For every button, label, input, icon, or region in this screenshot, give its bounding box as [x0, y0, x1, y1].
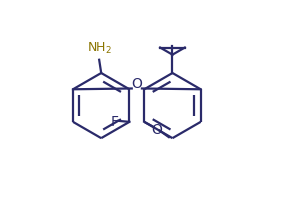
Text: O: O — [151, 122, 162, 136]
Text: NH$_2$: NH$_2$ — [87, 40, 112, 55]
Text: F: F — [111, 114, 119, 128]
Text: O: O — [131, 77, 142, 91]
